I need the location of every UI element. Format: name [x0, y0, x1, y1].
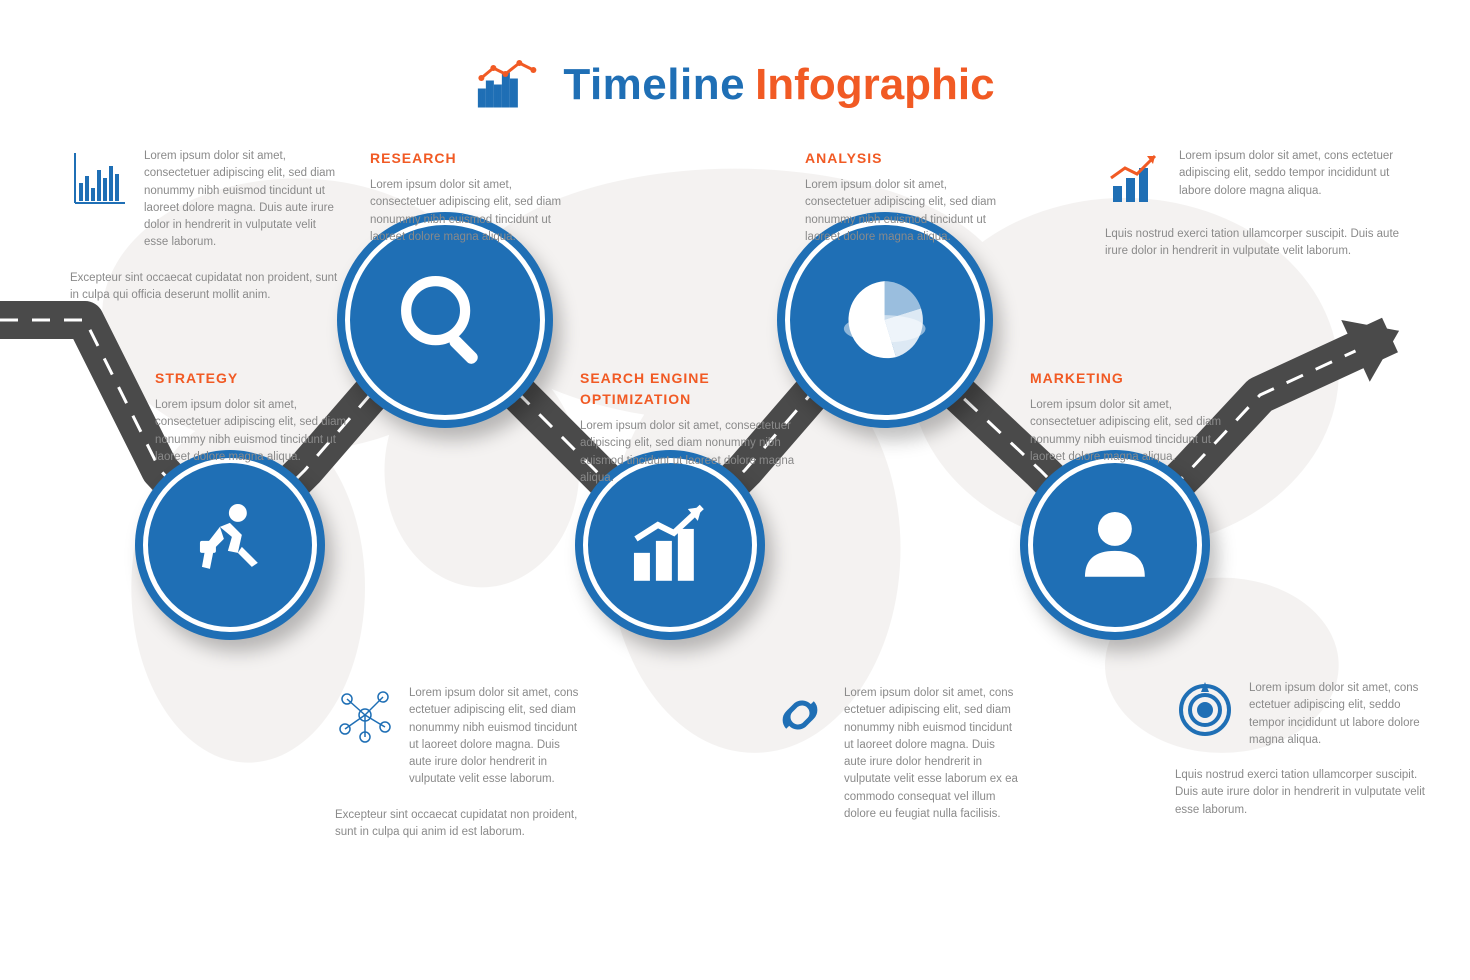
- title-container: TimelineInfographic: [475, 60, 994, 110]
- bottom-block-2: Lorem ipsum dolor sit amet, cons ectetue…: [1175, 680, 1425, 819]
- link-icon: [770, 685, 830, 745]
- node-strategy: [135, 450, 325, 640]
- left-para2: Excepteur sint occaecat cupidatat non pr…: [70, 270, 340, 305]
- label-marketing: MARKETINGLorem ipsum dolor sit amet, con…: [1030, 368, 1230, 466]
- right-para2: Lquis nostrud exerci tation ullamcorper …: [1105, 226, 1405, 261]
- title-word2: Infographic: [755, 60, 995, 109]
- label-analysis: ANALYSISLorem ipsum dolor sit amet, cons…: [805, 148, 1005, 246]
- right-para1: Lorem ipsum dolor sit amet, cons ectetue…: [1179, 148, 1405, 200]
- label-strategy: STRATEGYLorem ipsum dolor sit amet, cons…: [155, 368, 355, 466]
- target-icon: [1175, 680, 1235, 740]
- label-research: RESEARCHLorem ipsum dolor sit amet, cons…: [370, 148, 570, 246]
- label-seo: SEARCH ENGINE OPTIMIZATIONLorem ipsum do…: [580, 368, 820, 487]
- left-para1: Lorem ipsum dolor sit amet, consectetuer…: [144, 148, 340, 252]
- growth-mini-icon: [1105, 148, 1165, 208]
- left-info-block: Lorem ipsum dolor sit amet, consectetuer…: [70, 148, 340, 304]
- node-marketing: [1020, 450, 1210, 640]
- title-word1: Timeline: [563, 60, 745, 109]
- chart-icon: [475, 60, 545, 110]
- bars-mini-icon: [70, 148, 130, 208]
- bottom-block-0: Lorem ipsum dolor sit amet, cons ectetue…: [335, 685, 585, 841]
- network-icon: [335, 685, 395, 745]
- title-text: TimelineInfographic: [563, 60, 994, 110]
- right-info-block: Lorem ipsum dolor sit amet, cons ectetue…: [1105, 148, 1405, 261]
- bottom-block-1: Lorem ipsum dolor sit amet, cons ectetue…: [770, 685, 1020, 841]
